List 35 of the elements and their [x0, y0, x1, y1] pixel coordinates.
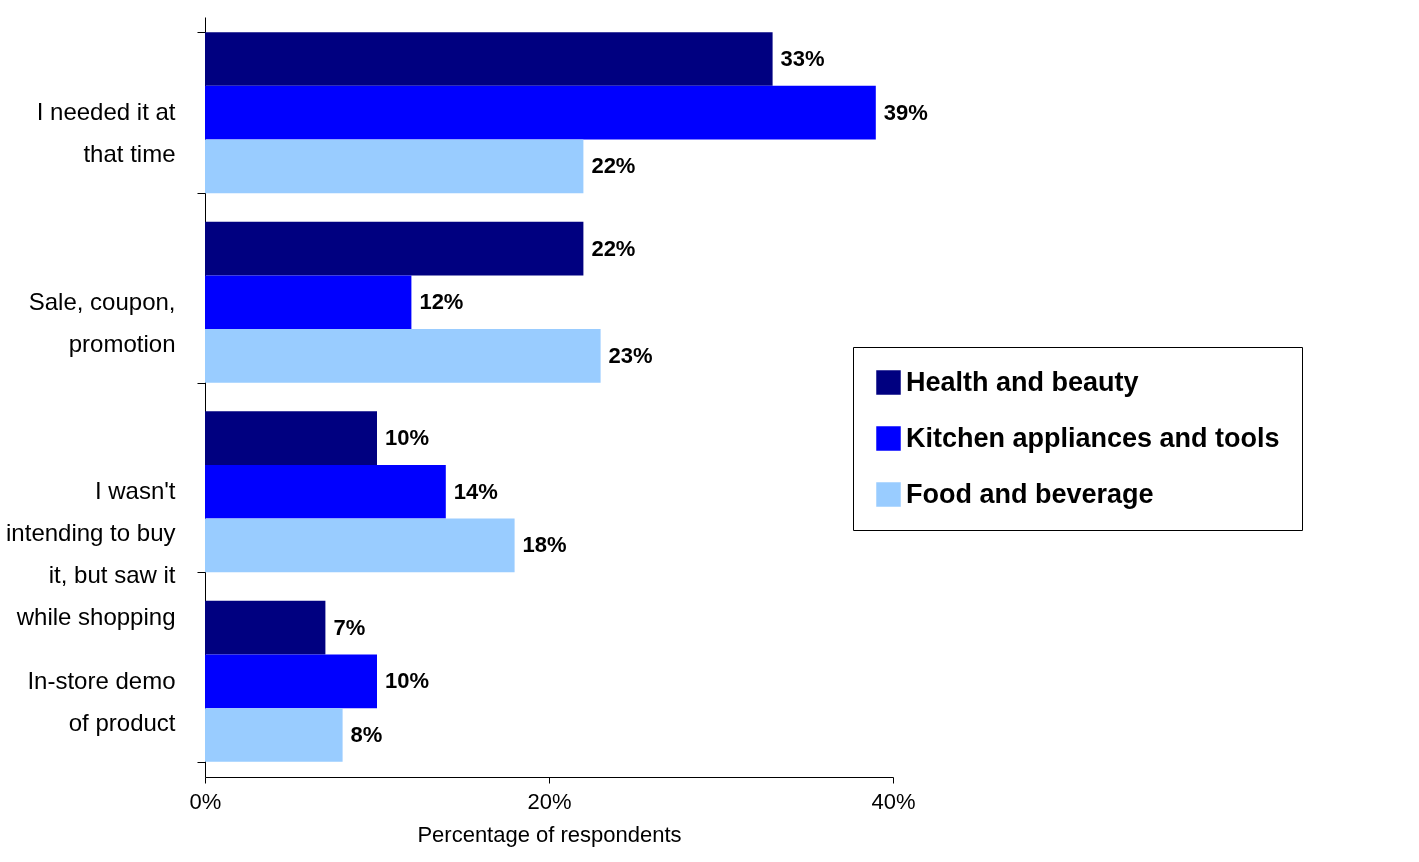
bar — [205, 275, 412, 330]
data-label: 23% — [608, 342, 653, 368]
data-label: 33% — [780, 46, 825, 72]
data-label: 39% — [883, 99, 928, 125]
data-label: 22% — [591, 235, 636, 261]
data-label: 8% — [350, 721, 383, 747]
data-label: 10% — [385, 425, 430, 451]
data-label: 18% — [522, 532, 567, 558]
x-tick-label: 0% — [189, 788, 222, 814]
data-label: 14% — [453, 478, 498, 504]
x-axis-title: Percentage of respondents — [417, 821, 682, 847]
legend-label: Food and beverage — [906, 478, 1154, 509]
bar — [205, 654, 377, 709]
legend-label: Kitchen appliances and tools — [906, 422, 1280, 453]
data-label: 12% — [419, 289, 464, 315]
y-tick-label: I wasn't intending to buy it, but saw it while shopping — [6, 477, 176, 631]
bar — [205, 32, 773, 86]
y-tick-label: In-store demo of product — [27, 666, 176, 736]
y-tick-label: Sale, coupon, promotion — [28, 287, 176, 357]
bar — [205, 518, 515, 573]
x-tick-label: 40% — [871, 788, 916, 814]
data-label: 7% — [333, 614, 366, 640]
data-label: 22% — [591, 153, 636, 179]
bar — [205, 139, 584, 194]
x-tick-label: 20% — [527, 788, 572, 814]
bar — [205, 600, 326, 655]
y-tick-label: I needed it at that time — [36, 98, 176, 168]
bar — [205, 329, 601, 383]
bar — [205, 411, 377, 465]
bar — [205, 708, 343, 762]
bar — [205, 85, 876, 140]
bar — [205, 221, 584, 276]
legend-label: Health and beauty — [906, 366, 1139, 397]
data-label: 10% — [385, 668, 430, 694]
bar — [205, 464, 446, 519]
